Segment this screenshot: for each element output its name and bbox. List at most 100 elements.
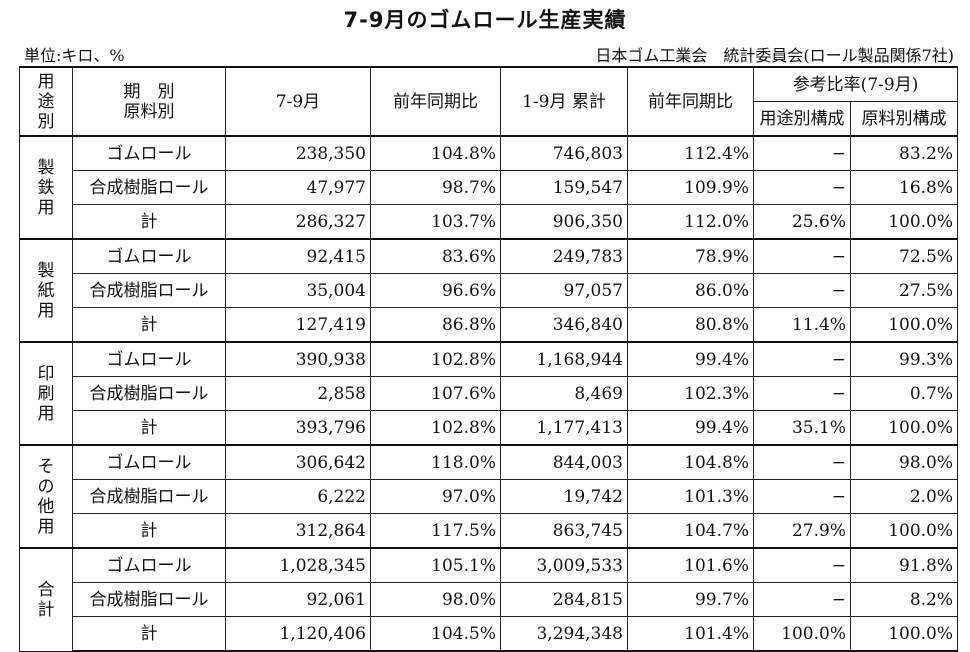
usage-comp-cell: − xyxy=(753,341,851,377)
ytd-yoy-cell: 99.4% xyxy=(627,410,754,446)
usage-group-label: その他用 xyxy=(19,444,73,549)
header-usage-comp: 用途別構成 xyxy=(753,101,851,137)
yoy-cell: 107.6% xyxy=(370,376,501,411)
usage-comp-cell: − xyxy=(753,135,851,171)
ytd-yoy-cell: 78.9% xyxy=(627,238,754,274)
usage-comp-cell: − xyxy=(753,444,851,480)
yoy-cell: 102.8% xyxy=(370,410,501,446)
table-row: 印刷用ゴムロール 390,938 102.8% 1,168,944 99.4% −99.3… xyxy=(19,341,959,446)
material-type-cell: 計 xyxy=(72,410,226,446)
material-comp-cell: 91.8% xyxy=(849,547,959,583)
material-type-cell: 合成樹脂ロール xyxy=(72,479,226,514)
usage-comp-cell: − xyxy=(753,376,851,411)
table-row: 合計ゴムロール 1,028,345 105.1% 3,009,533 101.6% −91… xyxy=(19,547,959,652)
ytd-volume-cell: 346,840 xyxy=(500,307,628,343)
usage-group-label: 製鉄用 xyxy=(19,135,73,240)
ytd-volume-cell: 97,057 xyxy=(500,273,628,308)
material-type-cell: 計 xyxy=(72,307,226,343)
yoy-cell: 98.0% xyxy=(370,582,501,617)
header-yoy-ytd: 前年同期比 xyxy=(627,66,754,137)
ytd-yoy-cell: 86.0% xyxy=(627,273,754,308)
quarter-volume-cell: 35,004 xyxy=(225,273,371,308)
ytd-volume-cell: 844,003 xyxy=(500,444,628,480)
header-period-material: 期 別 原料別 xyxy=(72,66,226,137)
ytd-yoy-cell: 104.7% xyxy=(627,513,754,549)
ytd-yoy-cell: 80.8% xyxy=(627,307,754,343)
usage-group-label: 合計 xyxy=(19,547,73,652)
quarter-volume-cell: 286,327 xyxy=(225,204,371,240)
material-comp-cell: 98.0% xyxy=(849,444,959,480)
material-comp-cell: 72.5% xyxy=(849,238,959,274)
usage-comp-cell: 35.1% xyxy=(753,410,851,446)
usage-comp-cell: − xyxy=(753,273,851,308)
material-comp-cell: 2.0% xyxy=(849,479,959,514)
table-row: 合成樹脂ロール 92,061 98.0% 284,815 99.7% −8.2% xyxy=(20,582,959,617)
quarter-volume-cell: 6,222 xyxy=(225,479,371,514)
ytd-yoy-cell: 109.9% xyxy=(627,170,754,205)
ytd-yoy-cell: 101.6% xyxy=(627,547,754,583)
material-comp-cell: 100.0% xyxy=(849,307,959,343)
usage-comp-cell: − xyxy=(753,238,851,274)
table-row: 計 393,796 102.8% 1,177,413 99.4% 35.1% 100.0% xyxy=(20,410,959,446)
material-comp-cell: 0.7% xyxy=(849,376,959,411)
material-type-cell: ゴムロール xyxy=(72,547,226,583)
ytd-yoy-cell: 112.4% xyxy=(627,135,754,171)
header-yoy: 前年同期比 xyxy=(370,66,501,137)
material-type-cell: 合成樹脂ロール xyxy=(72,376,226,411)
material-type-cell: ゴムロール xyxy=(72,135,226,171)
material-type-cell: 合成樹脂ロール xyxy=(72,582,226,617)
ytd-yoy-cell: 102.3% xyxy=(627,376,754,411)
unit-note: 単位:キロ、% xyxy=(24,46,125,65)
usage-comp-cell: − xyxy=(753,479,851,514)
yoy-cell: 104.8% xyxy=(370,135,501,171)
yoy-cell: 102.8% xyxy=(370,341,501,377)
yoy-cell: 118.0% xyxy=(370,444,501,480)
material-comp-cell: 100.0% xyxy=(849,410,959,446)
material-comp-cell: 27.5% xyxy=(849,273,959,308)
header-ref-ratio: 参考比率(7-9月) xyxy=(752,66,959,102)
quarter-volume-cell: 92,061 xyxy=(225,582,371,617)
quarter-volume-cell: 92,415 xyxy=(225,238,371,274)
quarter-volume-cell: 127,419 xyxy=(225,307,371,343)
quarter-volume-cell: 393,796 xyxy=(225,410,371,446)
header-ytd: 1-9月 累計 xyxy=(500,66,628,137)
ytd-volume-cell: 284,815 xyxy=(500,582,628,617)
material-comp-cell: 83.2% xyxy=(849,135,959,171)
ytd-volume-cell: 3,009,533 xyxy=(500,547,628,583)
ytd-volume-cell: 746,803 xyxy=(500,135,628,171)
page-title: 7-9月のゴムロール生産実績 xyxy=(343,8,627,32)
quarter-volume-cell: 312,864 xyxy=(225,513,371,549)
quarter-volume-cell: 238,350 xyxy=(225,135,371,171)
material-type-cell: ゴムロール xyxy=(72,238,226,274)
quarter-volume-cell: 2,858 xyxy=(225,376,371,411)
material-type-cell: 合成樹脂ロール xyxy=(72,170,226,205)
ytd-volume-cell: 249,783 xyxy=(500,238,628,274)
table-row: 製紙用ゴムロール 92,415 83.6% 249,783 78.9% −72.5% xyxy=(19,238,959,343)
material-comp-cell: 100.0% xyxy=(849,513,959,549)
ytd-volume-cell: 1,177,413 xyxy=(500,410,628,446)
table-row: 合成樹脂ロール 6,222 97.0% 19,742 101.3% −2.0% xyxy=(20,479,959,514)
usage-comp-cell: − xyxy=(753,582,851,617)
quarter-volume-cell: 47,977 xyxy=(225,170,371,205)
usage-group-label: 印刷用 xyxy=(19,341,73,446)
table-row: 計 286,327 103.7% 906,350 112.0% 25.6% 100.0% xyxy=(20,204,959,240)
header-usage: 用 途 別 xyxy=(19,66,73,137)
ytd-yoy-cell: 99.7% xyxy=(627,582,754,617)
material-type-cell: ゴムロール xyxy=(72,341,226,377)
usage-comp-cell: − xyxy=(753,547,851,583)
source-note: 日本ゴム工業会 統計委員会(ロール製品関係7社) xyxy=(595,46,954,65)
ytd-yoy-cell: 104.8% xyxy=(627,444,754,480)
yoy-cell: 96.6% xyxy=(370,273,501,308)
ytd-volume-cell: 1,168,944 xyxy=(500,341,628,377)
ytd-volume-cell: 159,547 xyxy=(500,170,628,205)
usage-group-label: 製紙用 xyxy=(19,238,73,343)
yoy-cell: 97.0% xyxy=(370,479,501,514)
usage-comp-cell: 27.9% xyxy=(753,513,851,549)
table-row: 合成樹脂ロール 47,977 98.7% 159,547 109.9% −16.8% xyxy=(20,170,959,205)
yoy-cell: 86.8% xyxy=(370,307,501,343)
material-type-cell: 合成樹脂ロール xyxy=(72,273,226,308)
yoy-cell: 103.7% xyxy=(370,204,501,240)
table-row: 計 127,419 86.8% 346,840 80.8% 11.4% 100.0% xyxy=(20,307,959,343)
quarter-volume-cell: 390,938 xyxy=(225,341,371,377)
usage-comp-cell: 11.4% xyxy=(753,307,851,343)
